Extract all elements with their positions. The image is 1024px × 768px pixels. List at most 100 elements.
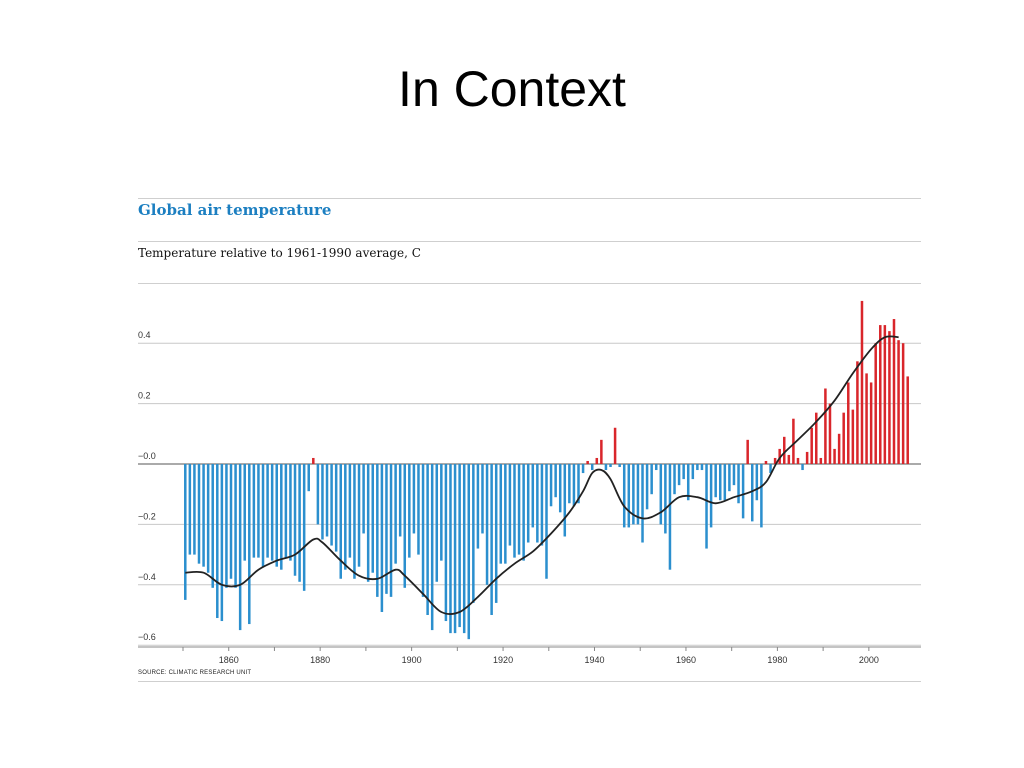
bar-1910 — [458, 464, 461, 628]
bar-1920 — [504, 464, 507, 564]
bar-1901 — [417, 464, 420, 555]
bar-1960 — [686, 464, 690, 501]
bar-1939 — [590, 464, 594, 471]
bar-1924 — [522, 464, 525, 561]
bar-1911 — [462, 464, 466, 634]
bar-1885 — [344, 464, 347, 570]
bar-1967 — [718, 464, 722, 501]
bar-1964 — [705, 464, 708, 549]
bar-1876 — [302, 464, 306, 591]
bar-2007 — [901, 343, 905, 464]
bar-1906 — [440, 464, 443, 561]
bar-1956 — [668, 464, 672, 570]
bar-1979 — [773, 457, 777, 464]
bar-1874 — [293, 464, 297, 576]
bar-1991 — [828, 403, 832, 464]
bar-1965 — [709, 464, 713, 528]
bar-1985 — [801, 464, 804, 471]
bar-1934 — [568, 464, 571, 504]
bar-1943 — [609, 464, 612, 468]
bar-1926 — [531, 464, 535, 528]
smoothed-trend — [185, 335, 899, 615]
bar-1951 — [645, 464, 649, 510]
bar-1928 — [540, 464, 544, 546]
x-tick-label: 1860 — [219, 655, 239, 665]
bar-1940 — [595, 457, 599, 464]
x-tick-label: 1920 — [493, 655, 513, 665]
bar-1952 — [650, 464, 653, 495]
bar-1877 — [307, 464, 310, 492]
bar-1918 — [494, 464, 498, 603]
bar-1916 — [485, 464, 489, 585]
chart-source: SOURCE: CLIMATIC RESEARCH UNIT — [138, 670, 252, 676]
bar-1865 — [252, 464, 256, 558]
bar-1958 — [677, 464, 681, 486]
bar-1977 — [764, 460, 768, 464]
bar-1984 — [796, 457, 800, 464]
bar-2005 — [892, 319, 896, 464]
bar-1880 — [321, 464, 324, 540]
bar-1982 — [787, 454, 791, 464]
bar-1912 — [467, 464, 471, 640]
bar-1881 — [325, 464, 329, 537]
y-tick-label: −0.2 — [138, 511, 156, 521]
bar-1871 — [280, 464, 283, 570]
bar-1923 — [517, 464, 521, 555]
bar-1937 — [581, 464, 585, 474]
bar-1858 — [220, 464, 224, 622]
bar-1897 — [398, 464, 402, 537]
bar-1908 — [449, 464, 452, 634]
bar-1896 — [394, 464, 397, 564]
bar-1875 — [298, 464, 301, 582]
bar-2001 — [874, 343, 877, 464]
bar-1857 — [216, 464, 219, 619]
bar-1929 — [545, 464, 548, 579]
bar-1863 — [243, 464, 246, 561]
bar-1980 — [778, 448, 781, 464]
bar-1953 — [654, 464, 658, 471]
bar-1894 — [385, 464, 388, 594]
bar-1945 — [618, 464, 621, 468]
bar-1931 — [554, 464, 557, 498]
bar-1915 — [481, 464, 484, 534]
bar-1961 — [691, 464, 695, 480]
bar-1972 — [741, 464, 745, 519]
bar-1882 — [330, 464, 333, 546]
bar-1887 — [353, 464, 356, 579]
bar-1873 — [289, 464, 292, 561]
y-tick-label: 0.2 — [138, 391, 151, 401]
bar-1893 — [380, 464, 384, 612]
bar-1997 — [856, 361, 859, 464]
x-tick-label: 1880 — [310, 655, 330, 665]
bar-1917 — [490, 464, 493, 615]
bar-1971 — [737, 464, 740, 504]
bar-1879 — [316, 464, 320, 525]
bar-1861 — [234, 464, 237, 588]
top-rule — [138, 198, 921, 199]
x-tick-label: 1900 — [402, 655, 422, 665]
bar-1954 — [659, 464, 663, 525]
bar-1862 — [238, 464, 242, 631]
bar-1962 — [696, 464, 699, 471]
chart-subtitle: Temperature relative to 1961-1990 averag… — [138, 246, 421, 260]
bar-1852 — [193, 464, 196, 555]
bar-1913 — [472, 464, 475, 603]
bar-1854 — [202, 464, 205, 567]
bar-1992 — [833, 448, 836, 464]
bar-1867 — [261, 464, 265, 567]
bar-1986 — [805, 451, 809, 464]
bar-1850 — [184, 464, 187, 600]
bar-1856 — [211, 464, 214, 588]
bar-1870 — [275, 464, 278, 567]
bar-2008 — [906, 376, 909, 464]
bar-1988 — [815, 412, 818, 464]
bar-1905 — [435, 464, 439, 582]
bar-1978 — [769, 464, 772, 474]
bar-1946 — [622, 464, 626, 528]
bar-1914 — [476, 464, 480, 549]
bar-1995 — [847, 382, 850, 464]
bar-1922 — [513, 464, 516, 558]
bar-1859 — [225, 464, 228, 588]
bar-1925 — [526, 464, 530, 543]
bar-1932 — [558, 464, 562, 513]
